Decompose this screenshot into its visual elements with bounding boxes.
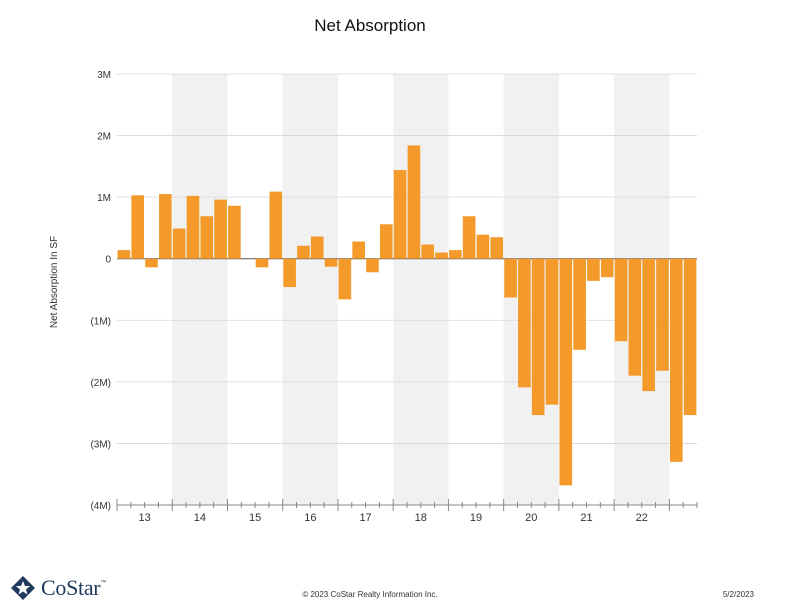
bar <box>324 258 338 267</box>
x-tick-label: 14 <box>194 512 206 524</box>
bar <box>600 258 614 278</box>
costar-logo: CoStar ™ <box>10 574 106 602</box>
year-band-18 <box>393 74 449 505</box>
bar <box>172 228 186 259</box>
bar <box>559 258 573 486</box>
y-tick-label: (1M) <box>90 316 111 327</box>
trademark-mark: ™ <box>100 580 107 586</box>
bar <box>504 258 517 298</box>
x-tick-label: 21 <box>580 512 592 524</box>
bar <box>297 245 310 259</box>
chart-title: Net Absorption <box>314 16 426 35</box>
bar <box>587 258 600 281</box>
y-tick-label: 2M <box>97 132 111 143</box>
x-tick-label: 13 <box>138 512 150 524</box>
y-axis-title: Net Absorption In SF <box>49 236 60 328</box>
x-tick-label: 16 <box>304 512 316 524</box>
bar <box>186 195 200 259</box>
bar <box>518 258 531 388</box>
x-tick-label: 15 <box>249 512 261 524</box>
bar <box>131 195 145 259</box>
bar <box>476 234 490 259</box>
bars-layer <box>117 145 697 486</box>
year-band-16 <box>282 74 338 505</box>
axis-layer: 3M 2M 1M 0 (1M) (2M) (3M) (4M) 13 14 15 16 17 18 19 20 2… <box>90 70 698 524</box>
bar <box>228 205 241 259</box>
bar <box>200 216 214 259</box>
bar <box>531 258 545 416</box>
y-tick-label: (4M) <box>90 501 111 512</box>
bar <box>366 258 379 273</box>
y-tick-label: 1M <box>97 193 111 204</box>
bar <box>407 145 421 259</box>
bar <box>449 250 462 259</box>
bar <box>669 258 683 462</box>
bar <box>421 244 435 259</box>
bar <box>379 224 393 259</box>
bar <box>117 250 131 259</box>
bar <box>310 236 324 259</box>
y-tick-label: (3M) <box>90 439 111 450</box>
bar <box>614 258 628 342</box>
y-tick-label: (2M) <box>90 378 111 389</box>
x-tick-label: 17 <box>359 512 371 524</box>
bar <box>683 258 697 416</box>
bar <box>283 258 296 288</box>
bar <box>573 258 586 350</box>
bar <box>642 258 655 392</box>
year-shading-layer <box>172 74 670 505</box>
brand-name: CoStar <box>41 575 101 600</box>
bar <box>159 194 172 259</box>
bar <box>656 258 669 371</box>
bar <box>545 258 559 405</box>
bar <box>490 237 504 259</box>
copyright-text: © 2023 CoStar Realty Information Inc. <box>302 590 438 599</box>
bar <box>462 216 476 259</box>
x-tick-label: 20 <box>525 512 537 524</box>
x-tick-label: 19 <box>470 512 482 524</box>
x-tick-label: 18 <box>415 512 427 524</box>
bar <box>352 241 365 259</box>
bar <box>214 199 227 259</box>
bar <box>269 191 283 259</box>
costar-star-icon <box>11 576 35 600</box>
gridlines-layer <box>117 73 697 506</box>
year-band-14 <box>172 74 228 505</box>
bar <box>435 252 448 259</box>
x-tick-label: 22 <box>636 512 648 524</box>
bar <box>338 258 352 300</box>
bar <box>145 258 158 268</box>
y-tick-label: 3M <box>97 70 111 81</box>
bar <box>393 170 407 259</box>
bar <box>628 258 642 376</box>
bar <box>255 258 269 268</box>
report-date: 5/2/2023 <box>722 590 754 599</box>
y-tick-label: 0 <box>105 255 111 266</box>
bar-chart: 3M 2M 1M 0 (1M) (2M) (3M) (4M) 13 14 15 16 17 18 19 20 2… <box>49 70 698 524</box>
